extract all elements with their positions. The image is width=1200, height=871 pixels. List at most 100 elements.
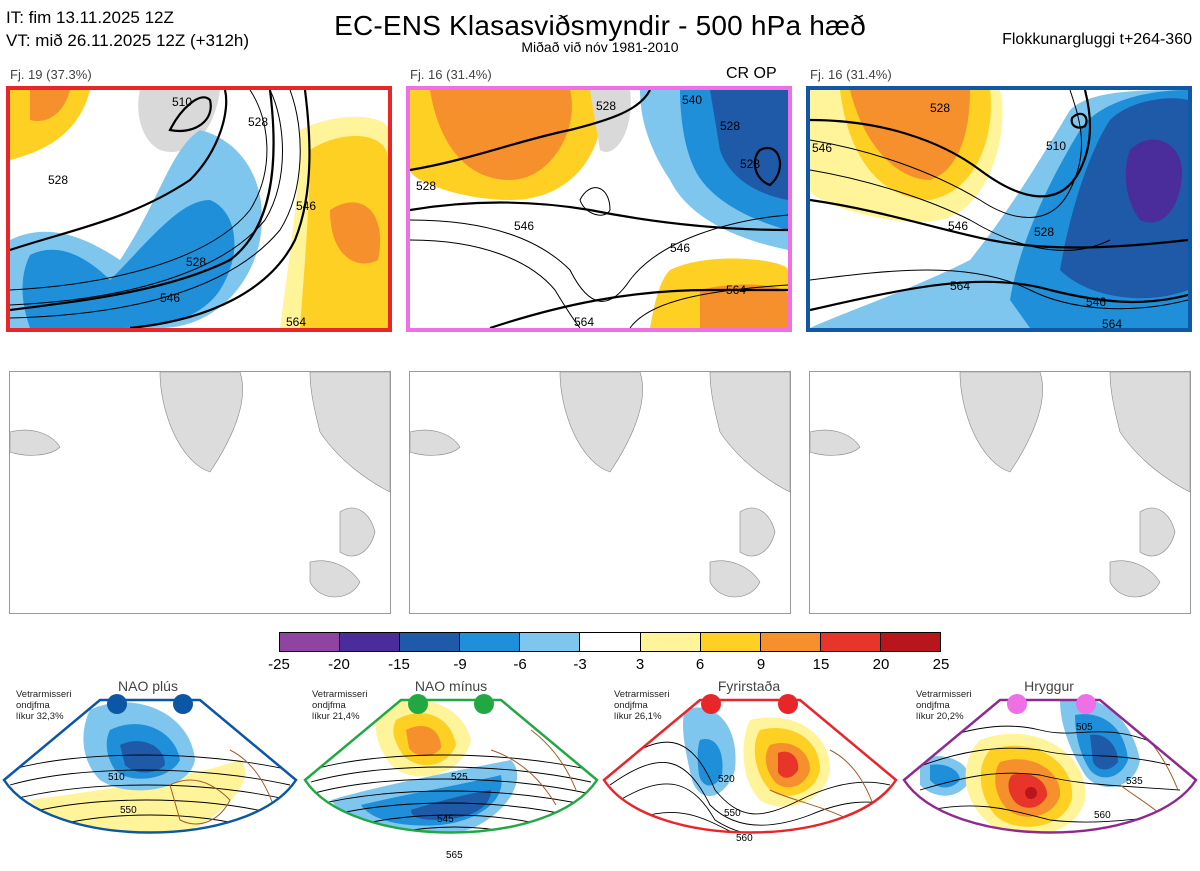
- panel-3-label: Fj. 16 (31.4%): [810, 67, 892, 82]
- contour-label: 528: [930, 101, 950, 115]
- contour-label: 564: [574, 315, 594, 328]
- regime-map-blocking[interactable]: 520 550 560: [600, 690, 900, 870]
- regime-2-title: NAO mínus: [414, 678, 488, 694]
- colorbar-tick: -20: [328, 656, 350, 673]
- empty-map-3[interactable]: [809, 371, 1191, 614]
- cluster-map-3[interactable]: 528 510 546 546 528 564 546 564: [806, 86, 1192, 332]
- regime-marker: [474, 694, 494, 714]
- colorbar-cell: [460, 633, 521, 651]
- colorbar-tick: 15: [812, 656, 830, 673]
- cluster-map-2[interactable]: 528 540 528 528 528 546 546 564 564: [406, 86, 792, 332]
- contour-label: 528: [596, 99, 616, 113]
- contour-label: 528: [48, 173, 68, 187]
- contour-label: 564: [1102, 317, 1122, 328]
- contour-label: 540: [682, 93, 702, 107]
- contour-label: 564: [726, 283, 746, 297]
- regime-2-note: Vetrarmisseri ondjfma líkur 21,4%: [312, 689, 368, 722]
- anomaly-negative-very-strong: [710, 90, 788, 200]
- regime-frame: [902, 698, 1198, 834]
- colorbar-cell: [400, 633, 461, 651]
- contour-label: 535: [1126, 776, 1143, 787]
- regime-frame: [602, 698, 898, 834]
- contour-label: 545: [437, 814, 454, 825]
- colorbar-cell: [880, 633, 941, 651]
- init-time: IT: fim 13.11.2025 12Z: [6, 8, 174, 27]
- panel-2-tag: CR OP: [726, 65, 777, 82]
- classification-window: Flokkunargluggi t+264-360: [1002, 31, 1192, 48]
- colorbar-tick: -6: [513, 656, 527, 673]
- cluster-map-1[interactable]: 510 528 528 528 546 546 564: [6, 86, 392, 332]
- regime-marker: [778, 694, 798, 714]
- contour-label: 528: [1034, 225, 1054, 239]
- contour-label: 528: [720, 119, 740, 133]
- colorbar-tick: -3: [573, 656, 587, 673]
- regime-map-nao-plus[interactable]: 510 550: [0, 690, 300, 870]
- contour-label: 520: [718, 774, 735, 785]
- regime-marker: [701, 694, 721, 714]
- colorbar-cell: [640, 633, 701, 651]
- empty-map-2[interactable]: [409, 371, 791, 614]
- contour-label: 550: [724, 808, 741, 819]
- colorbar-cell: [760, 633, 821, 651]
- panel-1-label: Fj. 19 (37.3%): [10, 67, 92, 82]
- contour-label: 546: [160, 291, 180, 305]
- regime-marker: [1007, 694, 1027, 714]
- anomaly-positive-strong: [330, 202, 381, 264]
- regime-marker: [408, 694, 428, 714]
- anomaly-negative-extreme: [1125, 139, 1182, 223]
- regime-map-nao-minus[interactable]: 525 545 565: [301, 690, 601, 870]
- empty-map-1[interactable]: [9, 371, 391, 614]
- colorbar: [279, 632, 941, 652]
- contour-label: 564: [286, 315, 306, 328]
- contour-label: 550: [120, 805, 137, 816]
- contour-label: 564: [950, 279, 970, 293]
- regime-4-note: Vetrarmisseri ondjfma líkur 20,2%: [916, 689, 972, 722]
- regime-3-note: Vetrarmisseri ondjfma líkur 26,1%: [614, 689, 670, 722]
- contour-label: 560: [1094, 810, 1111, 821]
- regime-1-title: NAO plús: [118, 678, 178, 694]
- land-greenland: [590, 90, 631, 152]
- contour-label: 510: [172, 95, 192, 109]
- header-dates: IT: fim 13.11.2025 12Z VT: mið 26.11.202…: [6, 6, 249, 52]
- contour-label: 528: [740, 157, 760, 171]
- contour-label: 505: [1076, 722, 1093, 733]
- colorbar-cell: [520, 633, 581, 651]
- contour-label: 565: [446, 850, 463, 861]
- colorbar-tick: -25: [268, 656, 290, 673]
- page-subtitle: Miðað við nóv 1981-2010: [521, 39, 679, 55]
- contour-label: 546: [514, 219, 534, 233]
- regime-marker: [107, 694, 127, 714]
- regime-1-note: Vetrarmisseri ondjfma líkur 32,3%: [16, 689, 72, 722]
- contour-label: 510: [1046, 139, 1066, 153]
- contour-label: 525: [451, 772, 468, 783]
- contour-label: 546: [948, 219, 968, 233]
- colorbar-tick: 20: [872, 656, 890, 673]
- colorbar-cell: [340, 633, 401, 651]
- contour-label: 560: [736, 833, 753, 844]
- contour-label: 546: [1086, 295, 1106, 309]
- regime-3-title: Fyrirstaða: [717, 678, 781, 694]
- colorbar-tick: -9: [453, 656, 467, 673]
- regime-marker: [1076, 694, 1096, 714]
- colorbar-tick: 25: [932, 656, 950, 673]
- contour-label: 510: [108, 772, 125, 783]
- anomaly-positive-strong: [30, 90, 70, 121]
- colorbar-tick: 9: [756, 656, 766, 673]
- regime-marker: [173, 694, 193, 714]
- panel-2-label: Fj. 16 (31.4%): [410, 67, 492, 82]
- anomaly-positive-strong: [700, 284, 788, 328]
- contour-label: 546: [812, 141, 832, 155]
- contour-label: 528: [416, 179, 436, 193]
- contour-label: 546: [670, 241, 690, 255]
- regime-map-ridge[interactable]: 505 535 560: [900, 690, 1200, 870]
- colorbar-cell: [700, 633, 761, 651]
- colorbar-tick: 6: [695, 656, 705, 673]
- regime-frame: [2, 698, 298, 834]
- colorbar-cell: [820, 633, 881, 651]
- contour-label: 528: [248, 115, 268, 129]
- page-title: EC-ENS Klasasviðsmyndir - 500 hPa hæð: [334, 10, 866, 41]
- contour-label: 528: [186, 255, 206, 269]
- colorbar-cell: [280, 633, 341, 651]
- valid-time: VT: mið 26.11.2025 12Z (+312h): [6, 31, 250, 50]
- regime-4-title: Hryggur: [1024, 678, 1074, 694]
